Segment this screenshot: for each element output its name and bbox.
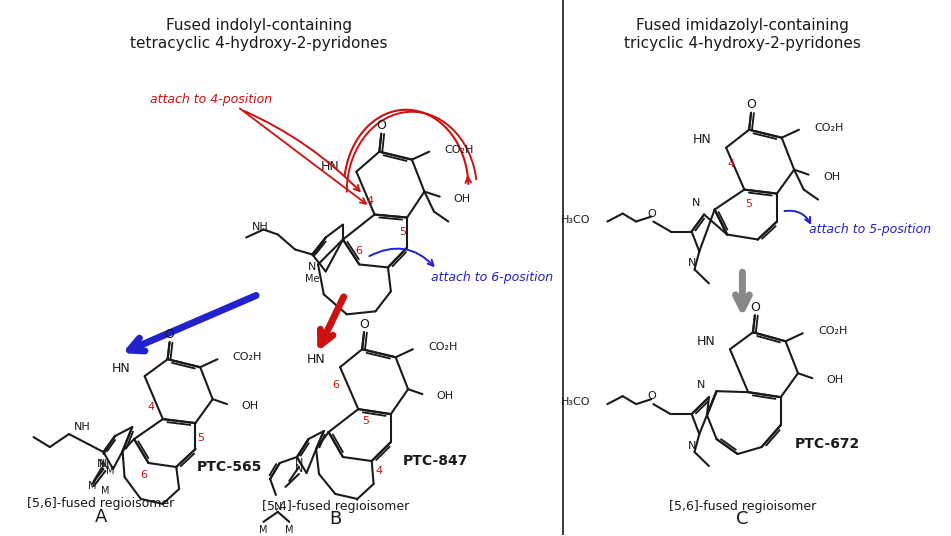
Text: PTC-565: PTC-565 [197, 460, 262, 474]
Text: M: M [101, 486, 109, 496]
Text: 5: 5 [746, 198, 752, 209]
Text: Fused imidazolyl-containing: Fused imidazolyl-containing [636, 18, 849, 33]
Text: PTC-847: PTC-847 [402, 454, 468, 468]
Text: [5,4]-fused regioisomer: [5,4]-fused regioisomer [262, 501, 409, 513]
Text: attach to 6-position: attach to 6-position [431, 271, 553, 284]
Text: 6: 6 [356, 247, 362, 256]
Text: O: O [647, 391, 656, 401]
Text: OH: OH [242, 401, 259, 411]
Text: CO₂H: CO₂H [428, 343, 457, 352]
Text: C: C [736, 510, 748, 528]
Text: OH: OH [823, 172, 840, 182]
Text: N: N [274, 502, 282, 512]
Text: OH: OH [437, 391, 454, 401]
Text: M: M [285, 525, 294, 535]
Text: N: N [697, 380, 706, 390]
Text: N: N [692, 198, 701, 207]
Text: PTC-672: PTC-672 [795, 437, 861, 451]
Text: [5,6]-fused regioisomer: [5,6]-fused regioisomer [669, 501, 816, 513]
Text: 5: 5 [197, 433, 204, 443]
Text: H₃CO: H₃CO [560, 397, 591, 407]
Text: N: N [295, 458, 303, 468]
Text: 6: 6 [332, 380, 339, 390]
Text: tetracyclic 4-hydroxy-2-pyridones: tetracyclic 4-hydroxy-2-pyridones [130, 36, 387, 51]
Text: CO₂H: CO₂H [444, 145, 474, 155]
Text: O: O [165, 328, 174, 341]
Text: OH: OH [826, 375, 844, 385]
Text: Fused indolyl-containing: Fused indolyl-containing [165, 18, 352, 33]
Text: HN: HN [693, 133, 711, 146]
Text: OH: OH [453, 193, 470, 204]
Text: 5: 5 [398, 227, 406, 236]
Text: N: N [295, 464, 303, 474]
Text: attach to 4-position: attach to 4-position [149, 93, 272, 106]
Text: CO₂H: CO₂H [818, 326, 847, 336]
Text: N: N [688, 258, 696, 269]
Text: O: O [747, 98, 756, 111]
Text: N: N [97, 459, 106, 469]
Text: HN: HN [307, 353, 325, 366]
Text: H₃CO: H₃CO [560, 214, 591, 225]
Text: 4: 4 [376, 466, 383, 476]
Text: M: M [106, 466, 114, 476]
Text: 4: 4 [366, 196, 374, 206]
Text: O: O [750, 301, 760, 314]
Text: 4: 4 [147, 402, 155, 412]
Text: O: O [359, 318, 369, 331]
Text: CO₂H: CO₂H [814, 123, 844, 133]
Text: N: N [308, 263, 317, 272]
Text: O: O [647, 209, 656, 219]
Text: M: M [260, 525, 267, 535]
Text: 6: 6 [140, 470, 147, 480]
Text: M: M [87, 481, 96, 491]
Text: Me: Me [305, 274, 320, 285]
Text: NH: NH [74, 422, 91, 432]
Text: attach to 5-position: attach to 5-position [809, 223, 932, 236]
Text: HN: HN [697, 335, 715, 348]
Text: 5: 5 [362, 416, 369, 426]
Text: A: A [94, 508, 107, 526]
Text: O: O [377, 119, 386, 132]
Text: N: N [99, 459, 107, 469]
Text: B: B [329, 510, 341, 528]
Text: N: N [101, 461, 109, 471]
Text: N: N [688, 441, 696, 451]
Text: CO₂H: CO₂H [233, 352, 262, 362]
Text: [5,6]-fused regioisomer: [5,6]-fused regioisomer [27, 497, 174, 510]
Text: NH: NH [251, 221, 268, 232]
Text: HN: HN [320, 160, 340, 173]
Text: 4: 4 [728, 159, 734, 169]
Text: tricyclic 4-hydroxy-2-pyridones: tricyclic 4-hydroxy-2-pyridones [624, 36, 861, 51]
Text: HN: HN [111, 362, 130, 375]
